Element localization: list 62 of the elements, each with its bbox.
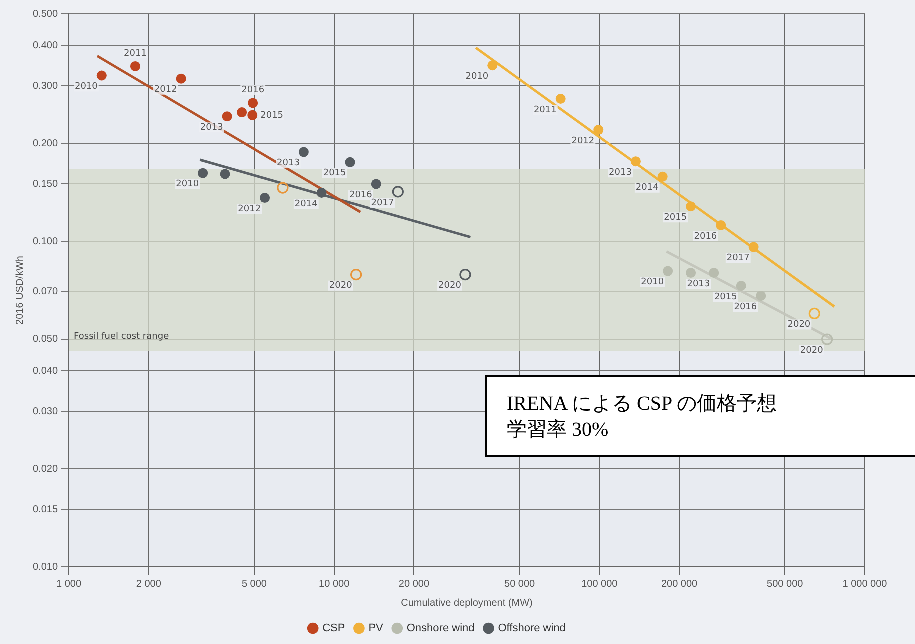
annotation: 2015 xyxy=(664,212,688,223)
x-tick-label: 5 000 xyxy=(242,578,268,590)
x-tick-label: 2 000 xyxy=(136,578,162,590)
annotation: 2015 xyxy=(714,292,738,302)
y-axis-title: 2016 USD/kWh xyxy=(14,256,26,325)
x-tick-label: 100 000 xyxy=(582,578,618,590)
y-tick-label: 0.300 xyxy=(32,80,58,92)
annotation: 2012 xyxy=(572,136,595,146)
x-tick-label: 50 000 xyxy=(504,578,536,590)
legend-label: CSP xyxy=(322,622,346,635)
legend-label: Onshore wind xyxy=(406,622,475,635)
x-tick-label: 20 000 xyxy=(398,578,430,590)
annotation: 2015 xyxy=(260,110,284,121)
annotation: 2016 xyxy=(694,232,718,242)
annotation: 2013 xyxy=(277,158,300,169)
annotation: 2010 xyxy=(74,82,98,92)
y-tick-label: 0.050 xyxy=(32,334,58,346)
x-tick-label: 10 000 xyxy=(319,578,350,590)
y-tick-label: 0.500 xyxy=(32,8,58,20)
annotation: 2017 xyxy=(371,198,394,208)
y-tick-label: 0.030 xyxy=(32,406,58,418)
annotation: 2020 xyxy=(438,281,462,292)
legend-label: Offshore wind xyxy=(498,622,566,635)
annotation: 2016 xyxy=(734,302,758,312)
annotation: 2014 xyxy=(636,183,660,194)
annotation: 2017 xyxy=(726,254,750,264)
y-tick-label: 0.020 xyxy=(32,464,58,475)
annotation: 2014 xyxy=(294,199,318,210)
y-tick-label: 0.400 xyxy=(32,40,58,52)
annotation: 2011 xyxy=(124,48,147,59)
x-tick-label: 1 000 000 xyxy=(842,578,888,590)
annotation: 2020 xyxy=(329,281,353,292)
annotation: 2012 xyxy=(154,85,178,96)
x-axis-title: Cumulative deployment (MW) xyxy=(401,598,533,609)
annotation: 2011 xyxy=(534,105,557,116)
annotation: 2013 xyxy=(200,122,224,133)
y-tick-label: 0.015 xyxy=(32,504,58,516)
x-tick-label: 200 000 xyxy=(661,578,698,590)
annotation: 学習率 30% xyxy=(507,418,610,443)
annotation: 2010 xyxy=(641,278,664,288)
text-box: IRENA による CSP の価格予想 学習率 30% xyxy=(485,375,915,457)
annotation: 2010 xyxy=(176,180,200,190)
band-label: Fossil fuel cost range xyxy=(74,332,170,342)
annotation: 2015 xyxy=(323,168,346,179)
annotation: 2012 xyxy=(238,204,262,214)
annotation: 2016 xyxy=(349,190,373,201)
legend-label: PV xyxy=(368,622,384,635)
y-tick-label: 0.200 xyxy=(32,138,58,150)
y-tick-label: 0.100 xyxy=(32,236,58,248)
annotation: 2010 xyxy=(466,72,489,82)
annotation: 2020 xyxy=(788,320,811,330)
y-tick-label: 0.040 xyxy=(32,366,58,377)
x-tick-label: 1 000 xyxy=(56,578,82,590)
annotation: 2016 xyxy=(242,86,265,96)
y-tick-label: 0.070 xyxy=(32,286,58,298)
annotation: 2020 xyxy=(800,346,824,356)
annotation: IRENA による CSP の価格予想 xyxy=(507,392,778,417)
annotation: 2013 xyxy=(609,168,632,178)
y-tick-label: 0.010 xyxy=(32,562,58,573)
x-tick-label: 500 000 xyxy=(767,578,804,590)
y-tick-label: 0.150 xyxy=(32,178,58,190)
annotation: 2013 xyxy=(687,279,710,290)
